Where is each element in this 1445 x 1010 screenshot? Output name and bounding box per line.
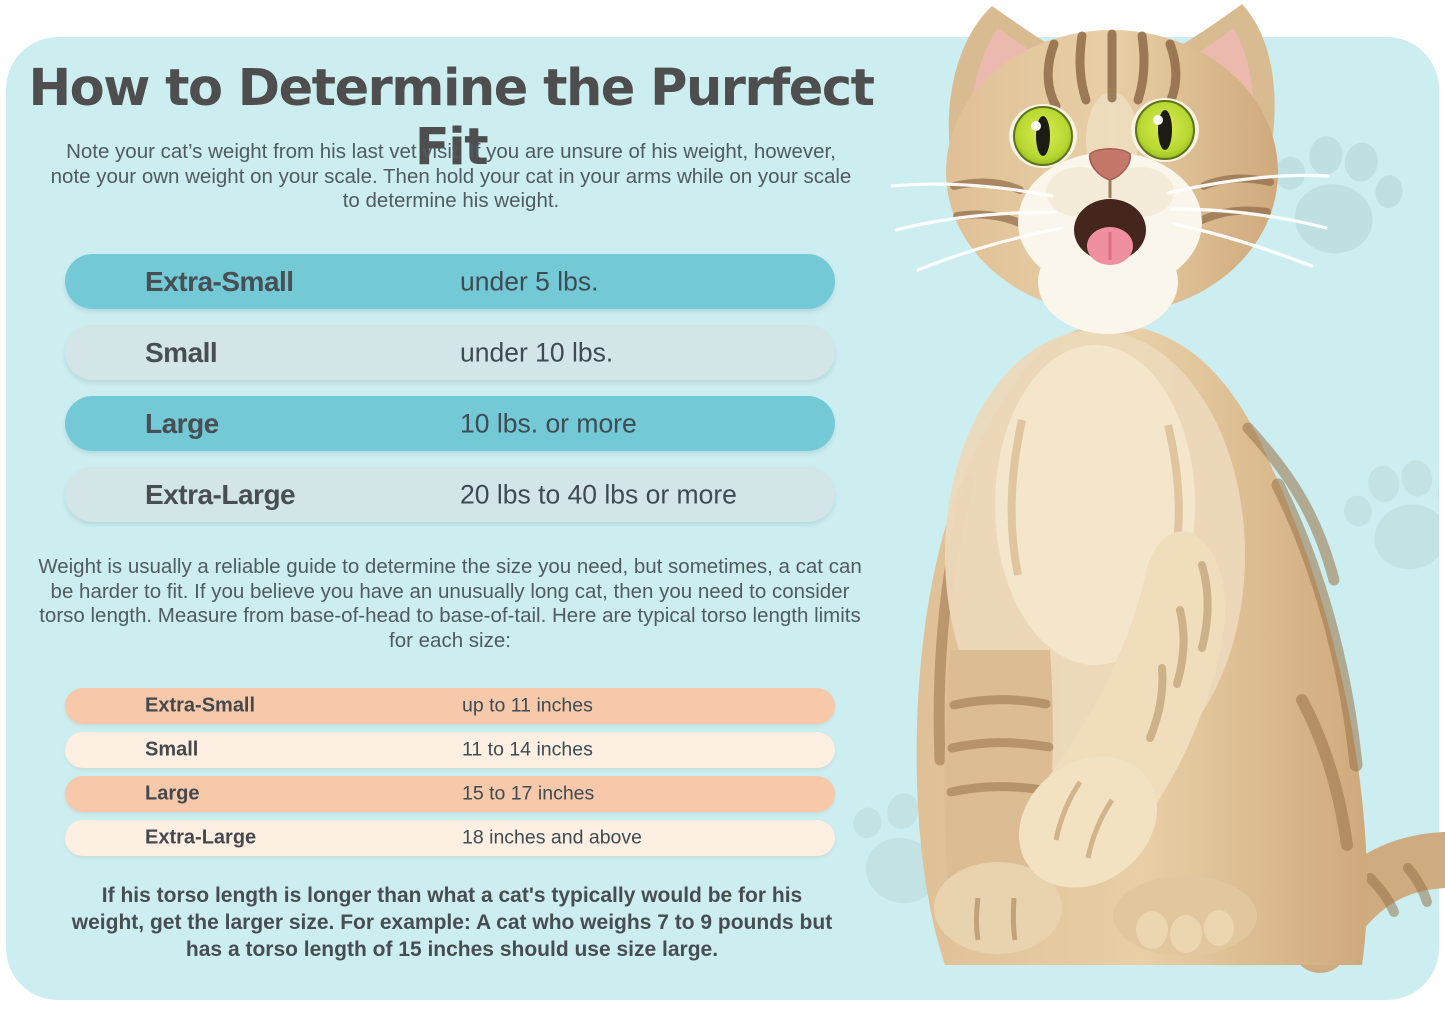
size-value: under 5 lbs. xyxy=(460,266,599,296)
page-title: How to Determine the Purrfect Fit xyxy=(28,59,876,177)
table-row: Extra-Large 20 lbs to 40 lbs or more xyxy=(65,467,835,522)
size-value: 11 to 14 inches xyxy=(462,738,593,761)
size-label: Small xyxy=(145,738,199,761)
left-content-column: How to Determine the Purrfect Fit Note y… xyxy=(6,37,906,1000)
size-value: 20 lbs to 40 lbs or more xyxy=(460,479,737,509)
size-value: 10 lbs. or more xyxy=(460,408,637,438)
table-row: Large 15 to 17 inches xyxy=(65,776,835,812)
size-value: under 10 lbs. xyxy=(460,337,614,367)
size-value: 15 to 17 inches xyxy=(462,782,595,805)
torso-paragraph: Weight is usually a reliable guide to de… xyxy=(38,555,862,652)
torso-length-table: Extra-Small up to 11 inches Small 11 to … xyxy=(65,688,835,864)
cat-photo xyxy=(850,0,1445,1005)
table-row: Extra-Small under 5 lbs. xyxy=(65,254,835,309)
paw-print-icon xyxy=(1323,432,1439,598)
size-label: Small xyxy=(145,336,218,368)
intro-paragraph: Note your cat’s weight from his last vet… xyxy=(50,140,852,212)
table-row: Large 10 lbs. or more xyxy=(65,396,835,451)
size-value: 18 inches and above xyxy=(462,826,642,849)
size-label: Large xyxy=(145,782,200,805)
size-value: up to 11 inches xyxy=(462,694,593,717)
size-label: Extra-Large xyxy=(145,478,296,510)
size-label: Extra-Small xyxy=(145,265,294,297)
weight-size-table: Extra-Small under 5 lbs. Small under 10 … xyxy=(65,254,835,538)
table-row: Small 11 to 14 inches xyxy=(65,732,835,768)
size-label: Extra-Small xyxy=(145,694,256,717)
size-label: Extra-Large xyxy=(145,826,257,849)
table-row: Small under 10 lbs. xyxy=(65,325,835,380)
table-row: Extra-Small up to 11 inches xyxy=(65,688,835,724)
paw-print-icon xyxy=(1252,110,1421,279)
table-row: Extra-Large 18 inches and above xyxy=(65,820,835,856)
sizing-advice-note: If his torso length is longer than what … xyxy=(71,884,833,961)
size-label: Large xyxy=(145,407,219,439)
